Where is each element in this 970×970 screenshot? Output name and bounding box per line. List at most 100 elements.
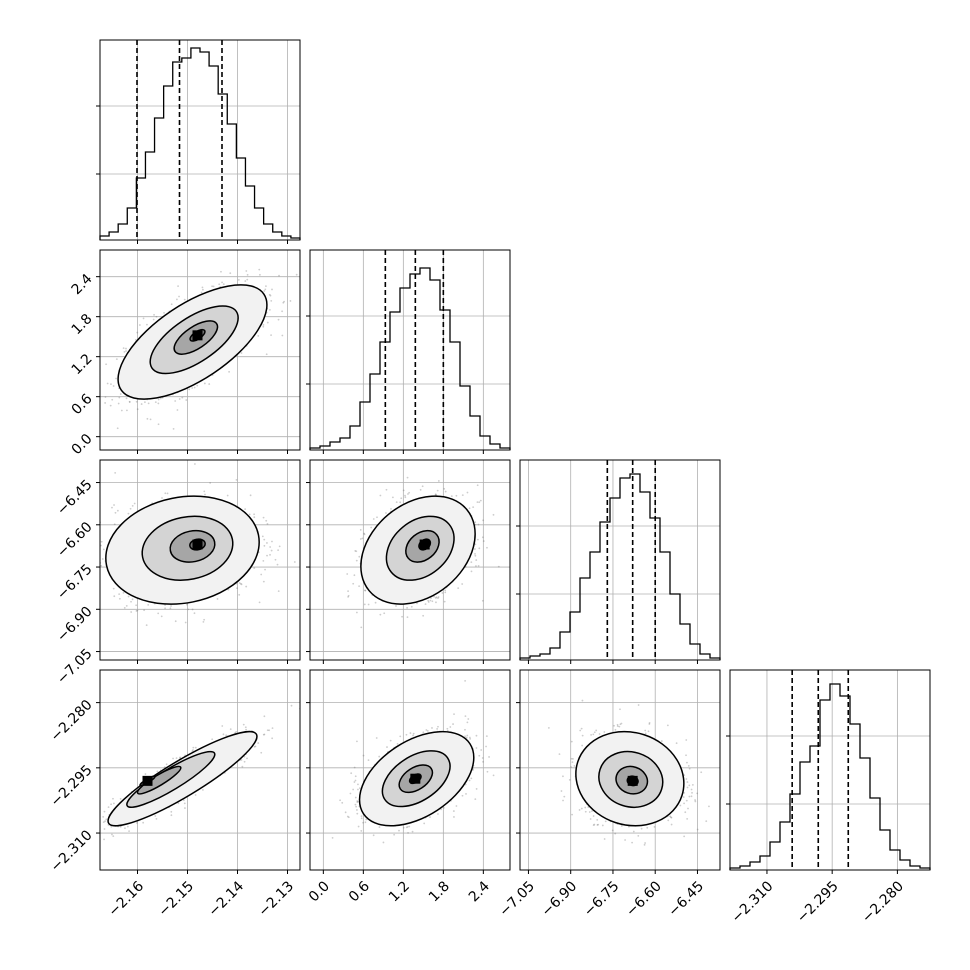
scatter-point: [347, 595, 350, 598]
scatter-point: [185, 399, 188, 401]
scatter-point: [238, 593, 241, 596]
scatter-point: [244, 508, 247, 511]
scatter-point: [157, 398, 160, 401]
scatter-point: [262, 325, 265, 328]
scatter-point: [479, 499, 482, 502]
scatter-point: [136, 609, 139, 612]
scatter-point: [97, 836, 99, 838]
scatter-point: [360, 626, 363, 629]
scatter-point: [146, 417, 149, 420]
scatter-point: [160, 615, 163, 618]
scatter-point: [244, 280, 247, 282]
scatter-point: [100, 564, 103, 567]
scatter-point: [218, 283, 221, 286]
scatter-point: [95, 385, 97, 387]
scatter-point: [125, 347, 127, 350]
scatter-point: [390, 507, 392, 510]
scatter-point: [437, 480, 440, 482]
scatter-point: [203, 618, 206, 621]
scatter-point: [470, 570, 473, 573]
scatter-point: [246, 273, 249, 276]
scatter-point: [427, 601, 430, 603]
scatter-point: [263, 544, 266, 547]
scatter-point: [113, 802, 115, 805]
scatter-point: [379, 613, 382, 616]
scatter-point: [114, 471, 117, 474]
scatter-point: [246, 757, 248, 760]
scatter-point: [221, 281, 223, 284]
scatter-point: [266, 522, 269, 525]
scatter-point: [105, 363, 108, 366]
scatter-point: [194, 463, 196, 465]
scatter-point: [478, 547, 481, 550]
scatter-point: [437, 596, 440, 598]
scatter-point: [130, 611, 133, 613]
scatter-point: [391, 496, 394, 499]
scatter-point: [184, 807, 186, 809]
scatter-point: [444, 591, 447, 594]
scatter-point: [474, 554, 477, 557]
scatter-point: [240, 759, 243, 761]
scatter-point: [263, 290, 266, 292]
scatter-point: [111, 506, 113, 509]
scatter-point: [170, 303, 173, 306]
scatter-point: [220, 270, 222, 273]
scatter-point: [157, 612, 160, 615]
scatter-point: [268, 293, 271, 296]
scatter-point: [271, 288, 273, 291]
scatter-point: [482, 519, 485, 522]
scatter-point: [202, 288, 204, 291]
scatter-panel-0-2: [96, 459, 301, 664]
scatter-point: [112, 797, 114, 800]
scatter-point: [117, 402, 120, 405]
scatter-point: [437, 597, 439, 599]
scatter-point: [131, 504, 134, 507]
scatter-point: [192, 746, 195, 749]
scatter-point: [422, 614, 425, 617]
scatter-point: [363, 532, 365, 535]
scatter-point: [114, 511, 117, 514]
scatter-point: [135, 610, 138, 612]
panel-frame: [99, 459, 301, 661]
panels-layer: −2.16 −2.15 −2.14 −2.13 0.0 0.6 1.2 1.8 2.4 −7.05…: [48, 39, 931, 926]
scatter-point: [100, 540, 103, 543]
scatter-point: [118, 396, 121, 399]
scatter-point: [263, 538, 266, 541]
scatter-point: [104, 396, 107, 398]
scatter-point: [202, 620, 205, 623]
scatter-point: [147, 402, 150, 405]
scatter-point: [269, 546, 272, 548]
scatter-point: [106, 382, 109, 385]
scatter-point: [270, 334, 272, 337]
scatter-point: [136, 331, 139, 334]
scatter-point: [435, 601, 437, 604]
scatter-point: [481, 599, 484, 602]
density-peak: [192, 539, 203, 550]
hist-panel-2: [516, 459, 721, 664]
scatter-point: [395, 605, 397, 607]
scatter-point: [404, 494, 406, 497]
panel-frame: [99, 39, 301, 241]
scatter-point: [401, 615, 403, 618]
scatter-point: [174, 620, 177, 623]
scatter-point: [119, 393, 122, 395]
scatter-point: [112, 587, 115, 590]
scatter-point: [416, 602, 418, 605]
scatter-point: [379, 494, 382, 497]
scatter-point: [261, 535, 264, 538]
scatter-point: [97, 822, 99, 824]
scatter-point: [112, 835, 115, 838]
scatter-point: [240, 352, 243, 354]
scatter-point: [193, 612, 196, 615]
scatter-point: [477, 523, 480, 526]
scatter-point: [145, 624, 148, 627]
scatter-point: [395, 501, 398, 504]
scatter-point: [248, 513, 251, 516]
scatter-point: [429, 599, 432, 602]
scatter-point: [282, 301, 285, 304]
scatter-point: [118, 597, 121, 600]
scatter-point: [246, 278, 249, 281]
scatter-point: [497, 565, 500, 568]
scatter-point: [289, 300, 292, 302]
scatter-point: [466, 491, 469, 494]
